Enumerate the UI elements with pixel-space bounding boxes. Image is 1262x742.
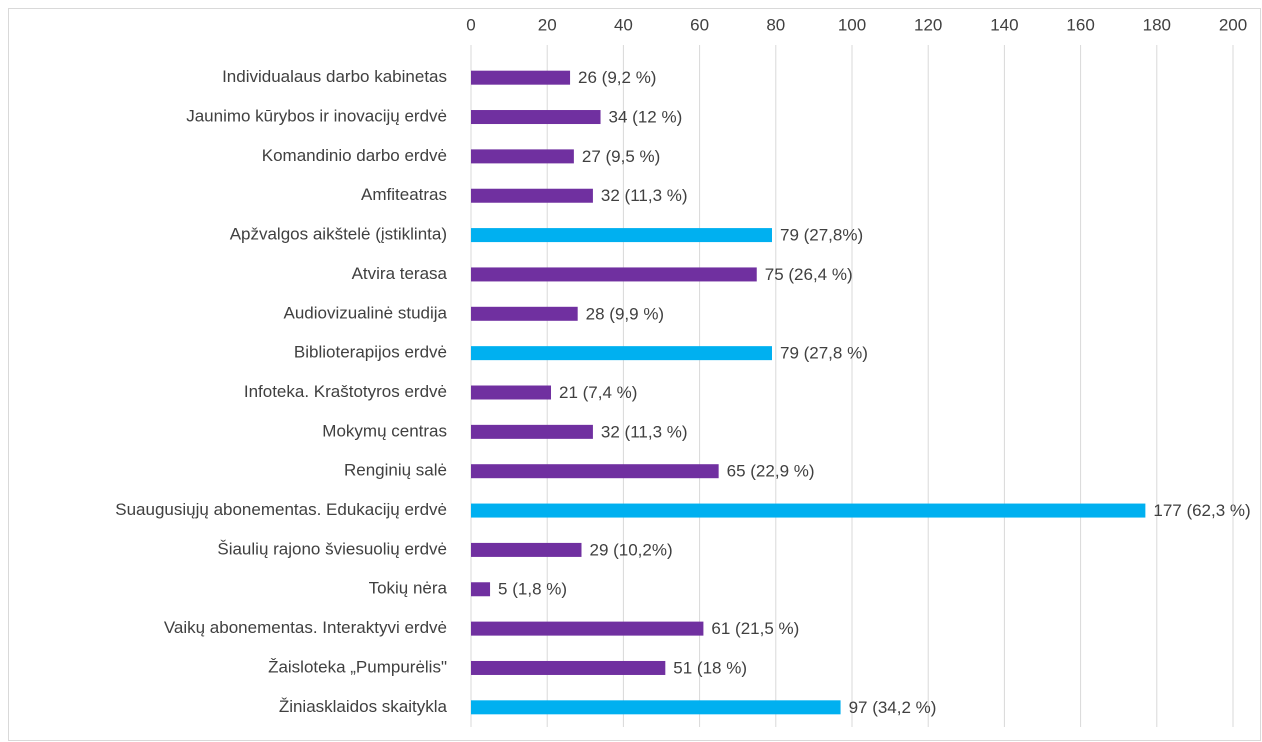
data-label: 65 (22,9 %) xyxy=(727,462,815,481)
data-label: 29 (10,2%) xyxy=(589,540,672,559)
y-tick-label: Mokymų centras xyxy=(322,421,447,440)
x-tick-label: 40 xyxy=(614,15,633,34)
data-label: 28 (9,9 %) xyxy=(586,304,664,323)
y-tick-label: Individualaus darbo kabinetas xyxy=(222,67,447,86)
y-tick-label: Suaugusiųjų abonementas. Edukacijų erdvė xyxy=(115,500,447,519)
x-tick-label: 140 xyxy=(990,15,1018,34)
y-tick-label: Atvira terasa xyxy=(352,264,448,283)
bar xyxy=(471,621,704,636)
data-label: 32 (11,3 %) xyxy=(601,186,688,205)
chart-border xyxy=(8,8,1261,741)
y-tick-label: Renginių salė xyxy=(344,461,447,480)
y-tick-label: Komandinio darbo erdvė xyxy=(262,146,447,165)
data-label: 26 (9,2 %) xyxy=(578,68,656,87)
x-tick-label: 0 xyxy=(466,15,475,34)
bar xyxy=(471,188,593,203)
y-tick-label: Vaikų abonementas. Interaktyvi erdvė xyxy=(164,618,447,637)
bar xyxy=(471,149,574,164)
x-tick-label: 20 xyxy=(538,15,557,34)
data-label: 51 (18 %) xyxy=(673,658,747,677)
y-tick-label: Žiniasklaidos skaitykla xyxy=(279,697,448,716)
bar xyxy=(471,228,772,243)
data-label: 79 (27,8 %) xyxy=(780,344,868,363)
bar xyxy=(471,503,1146,518)
y-tick-label: Apžvalgos aikštelė (įstiklinta) xyxy=(230,225,447,244)
bar xyxy=(471,424,593,439)
y-tick-label: Biblioterapijos erdvė xyxy=(294,343,447,362)
bar xyxy=(471,582,491,597)
x-tick-label: 200 xyxy=(1219,15,1247,34)
y-tick-label: Amfiteatras xyxy=(361,185,447,204)
data-label: 5 (1,8 %) xyxy=(498,580,567,599)
y-tick-label: Tokių nėra xyxy=(369,579,448,598)
data-label: 32 (11,3 %) xyxy=(601,422,688,441)
bar xyxy=(471,306,578,321)
y-tick-label: Žaisloteka „Pumpurėlis" xyxy=(268,657,447,676)
data-label: 79 (27,8%) xyxy=(780,226,863,245)
bar xyxy=(471,700,841,715)
x-tick-label: 80 xyxy=(766,15,785,34)
bar xyxy=(471,542,582,557)
bar xyxy=(471,385,552,400)
bar xyxy=(471,660,666,675)
bar xyxy=(471,70,571,85)
data-label: 177 (62,3 %) xyxy=(1153,501,1250,520)
x-tick-label: 100 xyxy=(838,15,866,34)
data-label: 61 (21,5 %) xyxy=(711,619,799,638)
x-tick-label: 160 xyxy=(1066,15,1094,34)
y-tick-label: Jaunimo kūrybos ir inovacijų erdvė xyxy=(186,107,447,126)
data-label: 27 (9,5 %) xyxy=(582,147,660,166)
y-tick-label: Audiovizualinė studija xyxy=(284,303,448,322)
data-label: 75 (26,4 %) xyxy=(765,265,853,284)
bar xyxy=(471,346,772,361)
bar xyxy=(471,267,757,282)
y-tick-label: Šiaulių rajono šviesuolių erdvė xyxy=(217,539,447,558)
data-label: 34 (12 %) xyxy=(609,108,683,127)
bar xyxy=(471,110,601,125)
y-tick-label: Infoteka. Kraštotyros erdvė xyxy=(244,382,447,401)
data-label: 21 (7,4 %) xyxy=(559,383,637,402)
x-tick-label: 60 xyxy=(690,15,709,34)
data-label: 97 (34,2 %) xyxy=(849,698,937,717)
x-tick-label: 120 xyxy=(914,15,942,34)
bar xyxy=(471,464,719,479)
x-tick-label: 180 xyxy=(1143,15,1171,34)
